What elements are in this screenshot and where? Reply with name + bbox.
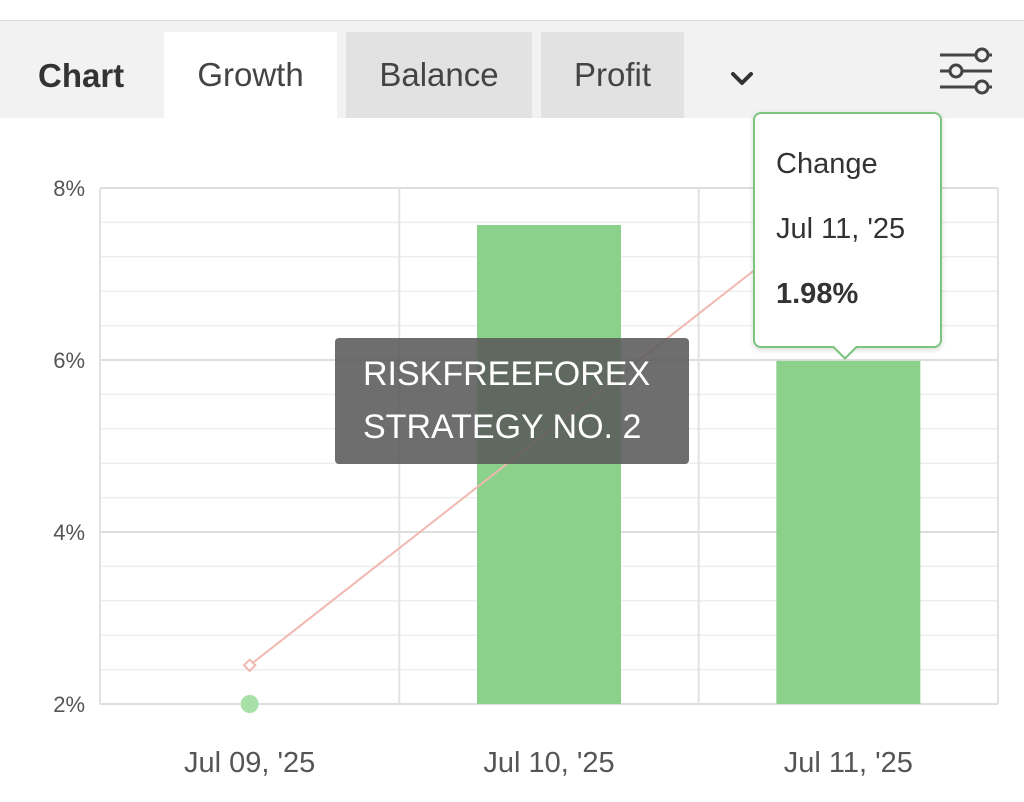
tab-balance[interactable]: Balance — [346, 32, 532, 118]
x-axis: Jul 09, '25 Jul 10, '25 Jul 11, '25 — [184, 747, 913, 779]
tooltip-pointer-fill — [833, 345, 857, 357]
top-strip — [0, 0, 1024, 21]
tab-profit-label: Profit — [573, 56, 652, 93]
chart-settings-button[interactable] — [934, 41, 1000, 101]
bar-point — [240, 695, 259, 713]
tab-balance-label: Balance — [379, 56, 499, 93]
bar-series — [240, 224, 921, 713]
line-point — [242, 658, 257, 673]
chart-tooltip: Change Jul 11, '25 1.98% — [753, 112, 942, 360]
watermark-line-2: STRATEGY NO. 2 — [363, 408, 642, 446]
tooltip-value: 1.98% — [776, 278, 859, 310]
x-tick-label: Jul 10, '25 — [483, 747, 614, 779]
strategy-watermark: RISKFREEFOREX STRATEGY NO. 2 — [335, 338, 689, 464]
tooltip-title: Change — [776, 148, 878, 180]
y-tick-label: 8% — [53, 176, 85, 201]
watermark-line-1: RISKFREEFOREX — [363, 355, 651, 394]
y-tick-label: 2% — [53, 692, 85, 717]
tooltip-date: Jul 11, '25 — [776, 213, 906, 245]
tab-growth[interactable]: Growth — [164, 32, 337, 118]
x-tick-label: Jul 11, '25 — [784, 747, 913, 779]
more-tabs-button[interactable] — [722, 59, 762, 99]
tab-growth-label: Growth — [197, 56, 304, 93]
chart-heading: Chart — [38, 57, 125, 94]
bar — [776, 360, 921, 704]
chevron-down-icon — [731, 72, 753, 85]
bar — [477, 224, 621, 704]
tab-profit[interactable]: Profit — [541, 32, 684, 118]
sliders-icon — [940, 47, 992, 95]
y-tick-label: 6% — [53, 348, 85, 373]
x-tick-label: Jul 09, '25 — [184, 747, 315, 779]
y-tick-label: 4% — [53, 520, 85, 545]
chart-tabbar: Chart Growth Balance Profit — [0, 21, 1024, 118]
y-axis: 8% 6% 4% 2% — [53, 176, 85, 717]
